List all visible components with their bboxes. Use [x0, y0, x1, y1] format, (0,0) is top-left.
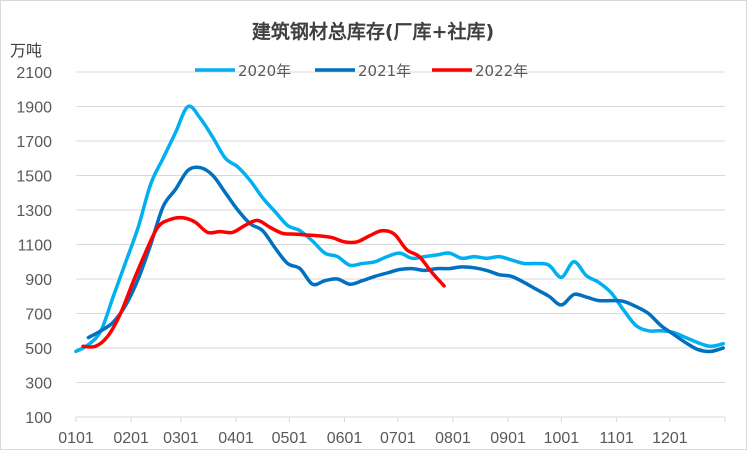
y-tick-label: 500 [25, 341, 52, 358]
series-line-2021 [86, 165, 725, 354]
x-tick-label: 0201 [113, 430, 149, 447]
legend-item: 2022年 [432, 62, 528, 80]
x-tick-label: 1001 [544, 430, 580, 447]
series-line-2020 [74, 104, 725, 354]
x-tick-label: 1101 [599, 430, 634, 447]
chart-title: 建筑钢材总库存(厂库+社库) [252, 20, 494, 43]
x-tick-label: 0601 [327, 430, 363, 447]
y-tick-label: 1100 [18, 238, 53, 255]
y-tick-label: 700 [25, 307, 52, 324]
y-tick-label: 300 [25, 376, 52, 393]
y-tick-label: 1700 [16, 134, 52, 151]
legend-item: 2020年 [195, 62, 291, 80]
y-tick-label: 1300 [16, 203, 52, 220]
y-tick-label: 1900 [16, 100, 52, 117]
legend-label: 2020年 [238, 62, 291, 80]
y-tick-label: 900 [25, 272, 52, 289]
x-tick-label: 0901 [490, 430, 526, 447]
x-tick-label: 0401 [218, 430, 254, 447]
x-tick-label: 0501 [272, 430, 308, 447]
x-tick-label: 0301 [163, 430, 199, 447]
y-tick-label: 100 [25, 410, 52, 427]
legend-label: 2022年 [475, 62, 528, 80]
y-axis-unit: 万吨 [10, 41, 42, 60]
x-tick-label: 0701 [380, 430, 416, 447]
legend-item: 2021年 [315, 62, 411, 80]
x-tick-label: 1201 [652, 430, 688, 447]
x-tick-label: 0101 [58, 430, 94, 447]
legend-label: 2021年 [358, 62, 411, 80]
series-line-2022 [81, 215, 446, 349]
y-tick-label: 2100 [16, 65, 52, 82]
y-tick-label: 1500 [16, 169, 52, 186]
x-tick-label: 0801 [435, 430, 471, 447]
